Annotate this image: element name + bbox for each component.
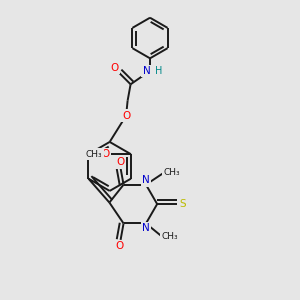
Text: O: O [115,242,123,251]
Text: CH₃: CH₃ [161,232,178,242]
Text: CH₃: CH₃ [86,150,103,159]
Text: H: H [155,66,162,76]
Text: S: S [180,199,187,209]
Text: O: O [110,63,118,73]
Text: N: N [142,223,150,233]
Text: N: N [142,175,150,185]
Text: O: O [102,149,110,159]
Text: O: O [116,157,125,167]
Text: N: N [142,66,150,76]
Text: O: O [122,111,130,121]
Text: CH₃: CH₃ [163,168,180,177]
